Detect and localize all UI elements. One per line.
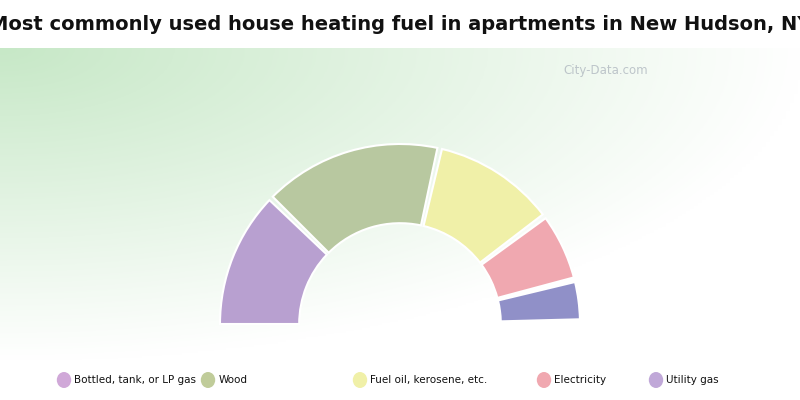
Text: Bottled, tank, or LP gas: Bottled, tank, or LP gas (74, 375, 197, 385)
Text: City-Data.com: City-Data.com (564, 64, 648, 77)
Ellipse shape (537, 372, 551, 388)
Text: Electricity: Electricity (554, 375, 606, 385)
Wedge shape (220, 200, 327, 324)
Text: Wood: Wood (218, 375, 247, 385)
Ellipse shape (57, 372, 71, 388)
Text: Most commonly used house heating fuel in apartments in New Hudson, NY: Most commonly used house heating fuel in… (0, 14, 800, 34)
Text: Fuel oil, kerosene, etc.: Fuel oil, kerosene, etc. (370, 375, 488, 385)
Wedge shape (423, 149, 543, 263)
Ellipse shape (649, 372, 663, 388)
Ellipse shape (353, 372, 367, 388)
Wedge shape (482, 218, 574, 298)
Ellipse shape (201, 372, 215, 388)
Wedge shape (273, 144, 438, 253)
Wedge shape (498, 282, 580, 321)
Text: Utility gas: Utility gas (666, 375, 719, 385)
